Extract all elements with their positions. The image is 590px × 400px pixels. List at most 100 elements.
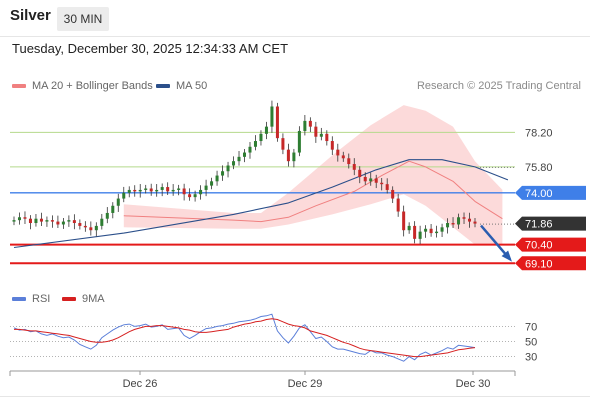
candle xyxy=(12,216,16,226)
candle xyxy=(133,185,137,197)
candle xyxy=(193,190,197,202)
ma50-swatch xyxy=(156,84,170,89)
candle-body xyxy=(232,161,236,166)
candle-body xyxy=(34,218,38,224)
rsi-ma-line xyxy=(14,318,476,358)
projection-arrowhead xyxy=(501,250,512,262)
candle-body xyxy=(363,176,367,182)
candle-body xyxy=(270,106,274,127)
candle xyxy=(259,130,263,146)
candle-body xyxy=(374,178,378,183)
candle xyxy=(468,212,472,228)
candle xyxy=(363,172,367,185)
rsi-level-label-2: 30 xyxy=(525,352,537,364)
candle xyxy=(144,184,148,194)
x-tick-label-0: Dec 26 xyxy=(123,378,158,390)
candle xyxy=(155,184,159,197)
candle-body xyxy=(253,141,257,147)
candle xyxy=(61,217,65,229)
candle-body xyxy=(23,217,27,219)
candle xyxy=(242,148,247,163)
candle-body xyxy=(116,198,120,206)
candle-body xyxy=(56,221,60,225)
candle-body xyxy=(429,228,433,234)
footer-divider xyxy=(0,396,590,397)
candle-body xyxy=(72,220,76,224)
candle xyxy=(457,213,461,229)
candle-body xyxy=(45,220,49,222)
candle xyxy=(67,215,71,227)
candle-body xyxy=(473,221,477,224)
candle xyxy=(111,202,115,219)
candle-body xyxy=(155,189,159,192)
candle-body xyxy=(435,231,439,234)
candle-body xyxy=(160,187,164,190)
candle xyxy=(358,166,362,184)
candle xyxy=(39,212,43,227)
candle xyxy=(72,214,76,230)
candle xyxy=(94,222,98,237)
candle xyxy=(215,170,219,186)
timeframe-button[interactable]: 30 MIN xyxy=(57,7,109,31)
candle xyxy=(407,222,411,234)
candle-body xyxy=(166,187,170,192)
candle xyxy=(177,184,181,196)
candle-body xyxy=(188,194,192,198)
candle-body xyxy=(94,225,98,231)
candle xyxy=(89,221,93,236)
candle-body xyxy=(144,188,148,190)
rsi-line xyxy=(13,313,476,362)
candle-body xyxy=(78,223,82,226)
candle-body xyxy=(111,205,115,213)
level-label-1: 75.80 xyxy=(525,162,553,174)
candle xyxy=(253,135,257,151)
candle xyxy=(385,178,389,194)
candle xyxy=(369,172,373,186)
candle xyxy=(429,224,433,237)
candle xyxy=(237,150,241,166)
candle-body xyxy=(127,189,131,193)
ma50-legend-label: MA 50 xyxy=(176,80,208,92)
candle xyxy=(50,215,54,228)
candle-body xyxy=(286,149,290,162)
rsi-swatch xyxy=(12,297,26,302)
candle-body xyxy=(440,227,444,232)
candle xyxy=(204,179,208,197)
candle-body xyxy=(28,218,32,224)
ma20-swatch xyxy=(12,84,26,89)
candle-body xyxy=(457,217,461,225)
ma20-legend-label: MA 20 + Bollinger Bands xyxy=(32,80,153,92)
candle-body xyxy=(215,175,219,182)
candle-body xyxy=(308,120,312,127)
candle-body xyxy=(418,231,422,239)
candle-body xyxy=(248,146,252,153)
candle-body xyxy=(237,156,241,162)
candle-body xyxy=(221,171,225,176)
candle xyxy=(100,213,104,230)
level-label-3: 71.86 xyxy=(525,219,553,231)
bollinger-band xyxy=(123,105,503,245)
candle-body xyxy=(424,228,428,232)
candle-body xyxy=(171,189,175,192)
candle xyxy=(28,215,32,230)
candle xyxy=(374,174,378,189)
candle xyxy=(402,205,406,237)
candle-body xyxy=(402,211,406,231)
candle-body xyxy=(193,194,197,198)
candle xyxy=(270,100,274,133)
candle xyxy=(325,130,329,146)
candle xyxy=(188,188,192,201)
level-tag-5 xyxy=(515,256,586,271)
candle xyxy=(352,158,356,176)
candle-body xyxy=(330,141,334,150)
candle-body xyxy=(133,189,137,192)
candle-body xyxy=(336,149,340,156)
rsi-ma-legend-label: 9MA xyxy=(82,293,105,305)
research-credit: Research © 2025 Trading Central xyxy=(416,80,581,92)
candle-body xyxy=(396,198,400,212)
candle xyxy=(105,207,109,224)
candle xyxy=(336,143,340,162)
candle xyxy=(286,143,290,167)
candle-body xyxy=(314,126,318,137)
